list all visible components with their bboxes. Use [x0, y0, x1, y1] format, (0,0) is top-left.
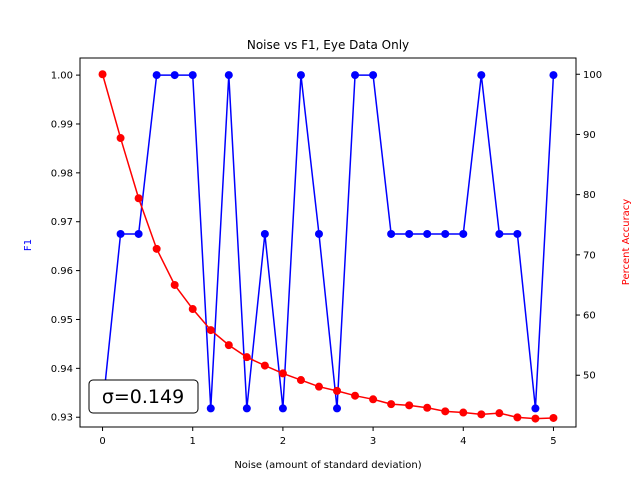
left-y-tick-label: 0.94: [51, 364, 73, 375]
data-point: [369, 395, 378, 404]
data-point: [351, 391, 360, 400]
data-point: [531, 414, 540, 423]
data-point: [441, 407, 450, 416]
right-y-tick-label: 50: [583, 371, 596, 382]
data-point: [495, 409, 504, 418]
x-tick-label: 4: [460, 436, 466, 447]
left-y-tick-label: 1.00: [51, 71, 73, 82]
data-point: [260, 229, 269, 238]
data-point: [206, 404, 215, 413]
data-point: [333, 404, 342, 413]
f1-series: [98, 71, 558, 413]
chart-title: Noise vs F1, Eye Data Only: [247, 38, 409, 52]
data-point: [224, 71, 233, 80]
data-point: [134, 194, 143, 203]
annotation-text: σ=0.149: [102, 386, 184, 408]
data-point: [116, 134, 125, 143]
data-point: [116, 229, 125, 238]
x-tick-label: 3: [370, 436, 376, 447]
x-tick-label: 5: [550, 436, 556, 447]
right-y-tick-label: 60: [583, 311, 596, 322]
series-line: [101, 74, 555, 409]
left-y-tick-label: 0.96: [51, 266, 73, 277]
data-point: [423, 403, 432, 412]
left-y-tick-label: 0.93: [51, 413, 73, 424]
series-line: [101, 74, 554, 420]
data-point: [242, 353, 251, 362]
data-point: [369, 71, 378, 80]
right-y-tick-label: 100: [583, 70, 602, 81]
data-point: [531, 404, 540, 413]
data-point: [477, 410, 486, 419]
data-point: [387, 400, 396, 409]
data-point: [296, 71, 305, 80]
left-y-axis-label: F1: [23, 239, 34, 251]
sigma-annotation: σ=0.149: [88, 379, 199, 414]
data-point: [477, 71, 486, 80]
data-point: [224, 341, 233, 350]
data-point: [134, 229, 143, 238]
data-point: [296, 376, 305, 385]
data-point: [242, 404, 251, 413]
data-point: [188, 71, 197, 80]
data-point: [459, 408, 468, 417]
data-point: [405, 229, 414, 238]
data-point: [333, 386, 342, 395]
left-y-tick-label: 0.99: [51, 119, 73, 130]
data-point: [351, 71, 360, 80]
data-point: [170, 280, 179, 289]
data-point: [405, 401, 414, 410]
left-y-tick-label: 0.98: [51, 168, 73, 179]
data-point: [441, 229, 450, 238]
right-y-tick-label: 80: [583, 190, 596, 201]
data-point: [423, 229, 432, 238]
plot-area: [98, 70, 558, 423]
data-point: [206, 326, 215, 335]
data-point: [549, 71, 558, 80]
data-point: [459, 229, 468, 238]
annotation-box: [88, 379, 199, 414]
data-point: [278, 404, 287, 413]
data-point: [152, 71, 161, 80]
left-y-tick-label: 0.95: [51, 315, 73, 326]
accuracy-series: [98, 70, 558, 423]
plot-frame: [79, 57, 577, 428]
right-y-tick-label: 90: [583, 130, 596, 141]
data-point: [188, 305, 197, 314]
data-point: [495, 229, 504, 238]
x-tick-label: 0: [99, 436, 105, 447]
data-point: [152, 244, 161, 253]
data-point: [260, 361, 269, 370]
data-point: [549, 413, 558, 422]
right-y-axis-label: Percent Accuracy: [621, 199, 632, 286]
x-tick-label: 1: [190, 436, 196, 447]
data-point: [314, 382, 323, 391]
data-point: [513, 229, 522, 238]
data-point: [314, 229, 323, 238]
data-point: [98, 70, 107, 79]
data-point: [278, 369, 287, 378]
ticks: 0 1 2 3 4 5 0.93 0.94 0.95 0.96 0.97 0.98 0.99 1.00 50…: [51, 70, 602, 447]
right-y-tick-label: 70: [583, 250, 596, 261]
left-y-tick-label: 0.97: [51, 217, 73, 228]
data-point: [170, 71, 179, 80]
data-point: [513, 413, 522, 422]
x-axis-label: Noise (amount of standard deviation): [234, 460, 421, 471]
x-tick-label: 2: [280, 436, 286, 447]
data-point: [387, 229, 396, 238]
